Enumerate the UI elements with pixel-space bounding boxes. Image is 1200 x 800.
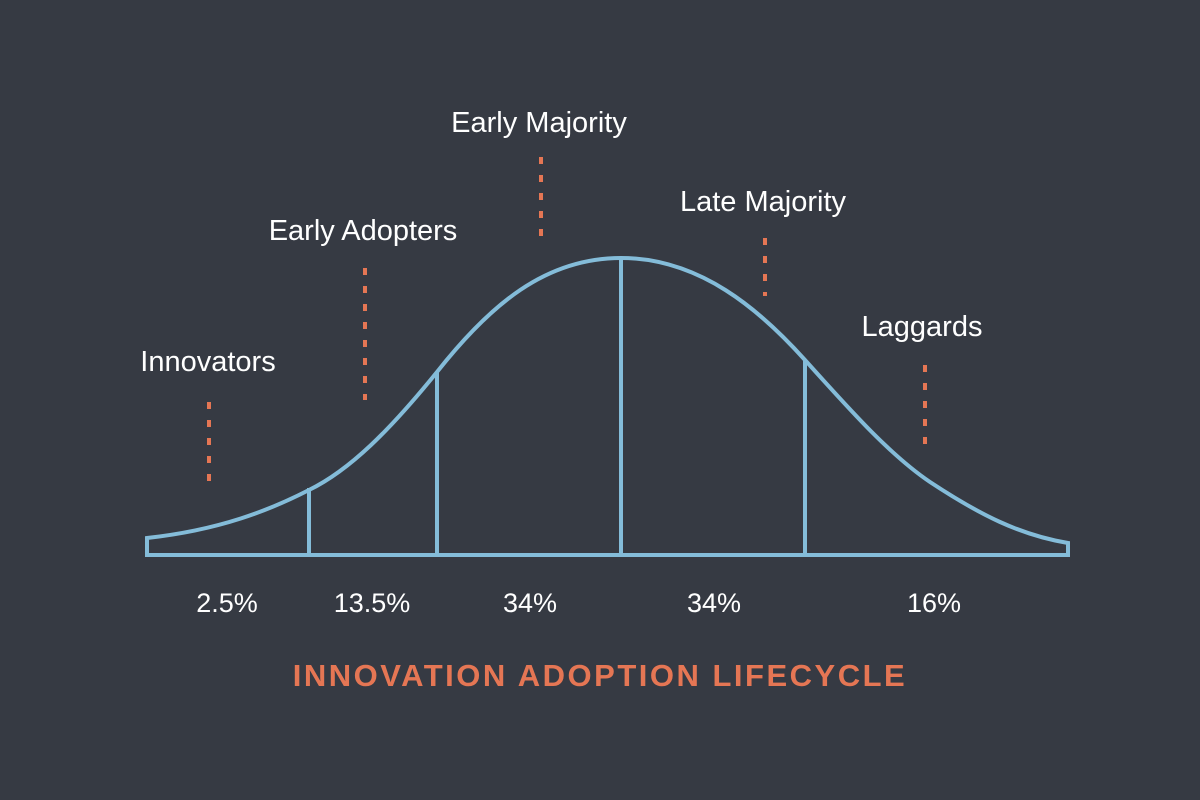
label-laggards: Laggards [861, 311, 983, 343]
percent-early-adopters: 13.5% [333, 588, 411, 618]
label-early-adopters: Early Adopters [268, 215, 458, 247]
label-late-majority: Late Majority [679, 186, 847, 218]
label-early-majority: Early Majority [451, 107, 627, 139]
percent-innovators: 2.5% [196, 588, 258, 618]
label-innovators: Innovators [140, 346, 276, 378]
chart-title: INNOVATION ADOPTION LIFECYCLE [292, 658, 908, 693]
percent-early-majority: 34% [502, 588, 558, 618]
percent-laggards: 16% [906, 588, 962, 618]
bell-curve [145, 255, 1070, 557]
percent-late-majority: 34% [686, 588, 742, 618]
